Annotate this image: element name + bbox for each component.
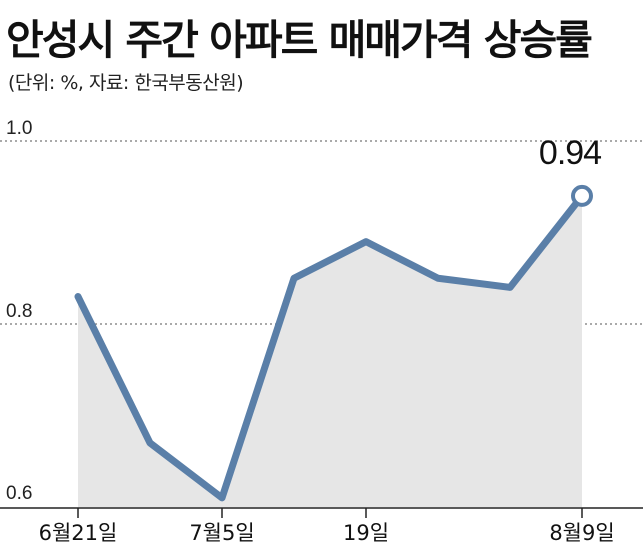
x-tick-label-7: 8월9일: [549, 521, 614, 545]
chart-subtitle: (단위: %, 자료: 한국부동산원): [8, 72, 244, 94]
chart-title: 안성시 주간 아파트 매매가격 상승률: [6, 16, 593, 64]
area-fill: [78, 195, 582, 507]
axis-layer: 6월21일 7월5일 19일 8월9일: [0, 507, 643, 545]
area-layer: [78, 195, 582, 507]
y-tick-label-1: 0.8: [6, 301, 32, 322]
series-line: [74, 192, 586, 502]
y-tick-label-2: 1.0: [6, 118, 32, 139]
line-layer: [74, 184, 593, 502]
y-tick-label-0: 0.6: [6, 483, 32, 504]
highlight-point-marker: [571, 184, 593, 207]
x-tick-label-2: 7월5일: [189, 521, 254, 545]
x-tick-label-4: 19일: [343, 521, 389, 545]
x-tick-label-0: 6월21일: [39, 521, 118, 545]
highlight-value-label: 0.94: [539, 134, 601, 172]
label-layer: 0.94: [539, 134, 602, 172]
